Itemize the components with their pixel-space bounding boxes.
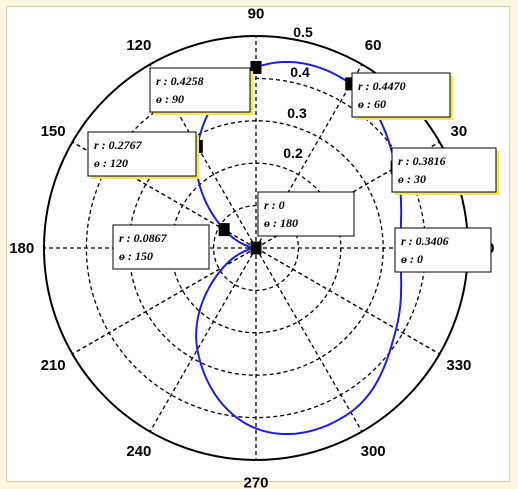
annotation-0: r : 0.3406 ɵ : 0 <box>394 227 492 273</box>
annotation-box <box>394 227 492 273</box>
annotation-r: r : 0.4470 <box>358 79 406 93</box>
annotation-theta: ɵ : 0 <box>401 252 423 266</box>
angle-tick-90: 90 <box>248 6 265 23</box>
data-marker-60 <box>345 77 357 91</box>
radius-tick-labels: 0.2 0.3 0.4 0.5 <box>283 24 313 161</box>
annotation-30: r : 0.3816 ɵ : 30 <box>391 147 499 195</box>
annotation-r: r : 0 <box>264 198 285 212</box>
angle-tick-300: 300 <box>361 443 386 460</box>
annotation-box <box>391 147 497 193</box>
data-marker-150 <box>218 223 230 237</box>
angle-tick-210: 210 <box>41 357 66 374</box>
radius-tick-0-3: 0.3 <box>287 105 307 121</box>
grid-spoke-330 <box>255 247 440 355</box>
annotation-150: r : 0.0867 ɵ : 150 <box>112 224 210 270</box>
annotation-r: r : 0.0867 <box>119 231 168 245</box>
annotation-theta: ɵ : 90 <box>156 92 184 106</box>
angle-tick-120: 120 <box>126 37 151 54</box>
annotation-box <box>112 224 210 270</box>
annotation-r: r : 0.2767 <box>94 138 143 152</box>
annotation-180: r : 0 ɵ : 180 <box>257 191 355 237</box>
annotation-r: r : 0.3816 <box>398 154 446 168</box>
annotation-theta: ɵ : 30 <box>398 172 426 186</box>
angle-tick-labels: 9060300330300270240210180150120 <box>9 6 494 489</box>
radius-tick-0-4: 0.4 <box>290 64 310 80</box>
annotation-theta: ɵ : 180 <box>264 216 298 230</box>
annotation-theta: ɵ : 150 <box>119 249 153 263</box>
angle-tick-180: 180 <box>9 240 34 257</box>
annotation-box <box>257 191 355 237</box>
angle-tick-270: 270 <box>243 474 268 489</box>
data-marker-90 <box>250 60 262 74</box>
angle-tick-330: 330 <box>446 357 471 374</box>
data-marker-180 <box>250 241 262 255</box>
annotation-box <box>351 72 451 118</box>
annotation-theta: ɵ : 60 <box>358 97 386 111</box>
annotation-60: r : 0.4470 ɵ : 60 <box>351 72 453 120</box>
annotation-90: r : 0.4258 ɵ : 90 <box>149 67 253 115</box>
annotation-120: r : 0.2767 ɵ : 120 <box>87 131 199 179</box>
grid-spoke-300 <box>255 247 363 432</box>
radius-tick-0-2: 0.2 <box>283 145 303 161</box>
angle-tick-30: 30 <box>451 123 468 140</box>
angle-tick-240: 240 <box>126 443 151 460</box>
grid-spoke-240 <box>149 247 257 432</box>
angle-tick-150: 150 <box>41 123 66 140</box>
annotation-box <box>87 131 197 177</box>
radius-tick-0-5: 0.5 <box>293 24 313 40</box>
annotation-r: r : 0.4258 <box>156 74 204 88</box>
annotation-theta: ɵ : 120 <box>94 156 128 170</box>
angle-tick-60: 60 <box>365 37 382 54</box>
annotation-r: r : 0.3406 <box>401 234 449 248</box>
data-annotations: r : 0.3406 ɵ : 0 r : 0.3816 ɵ : 30 r : 0.447… <box>87 67 499 273</box>
annotation-box <box>149 67 251 113</box>
